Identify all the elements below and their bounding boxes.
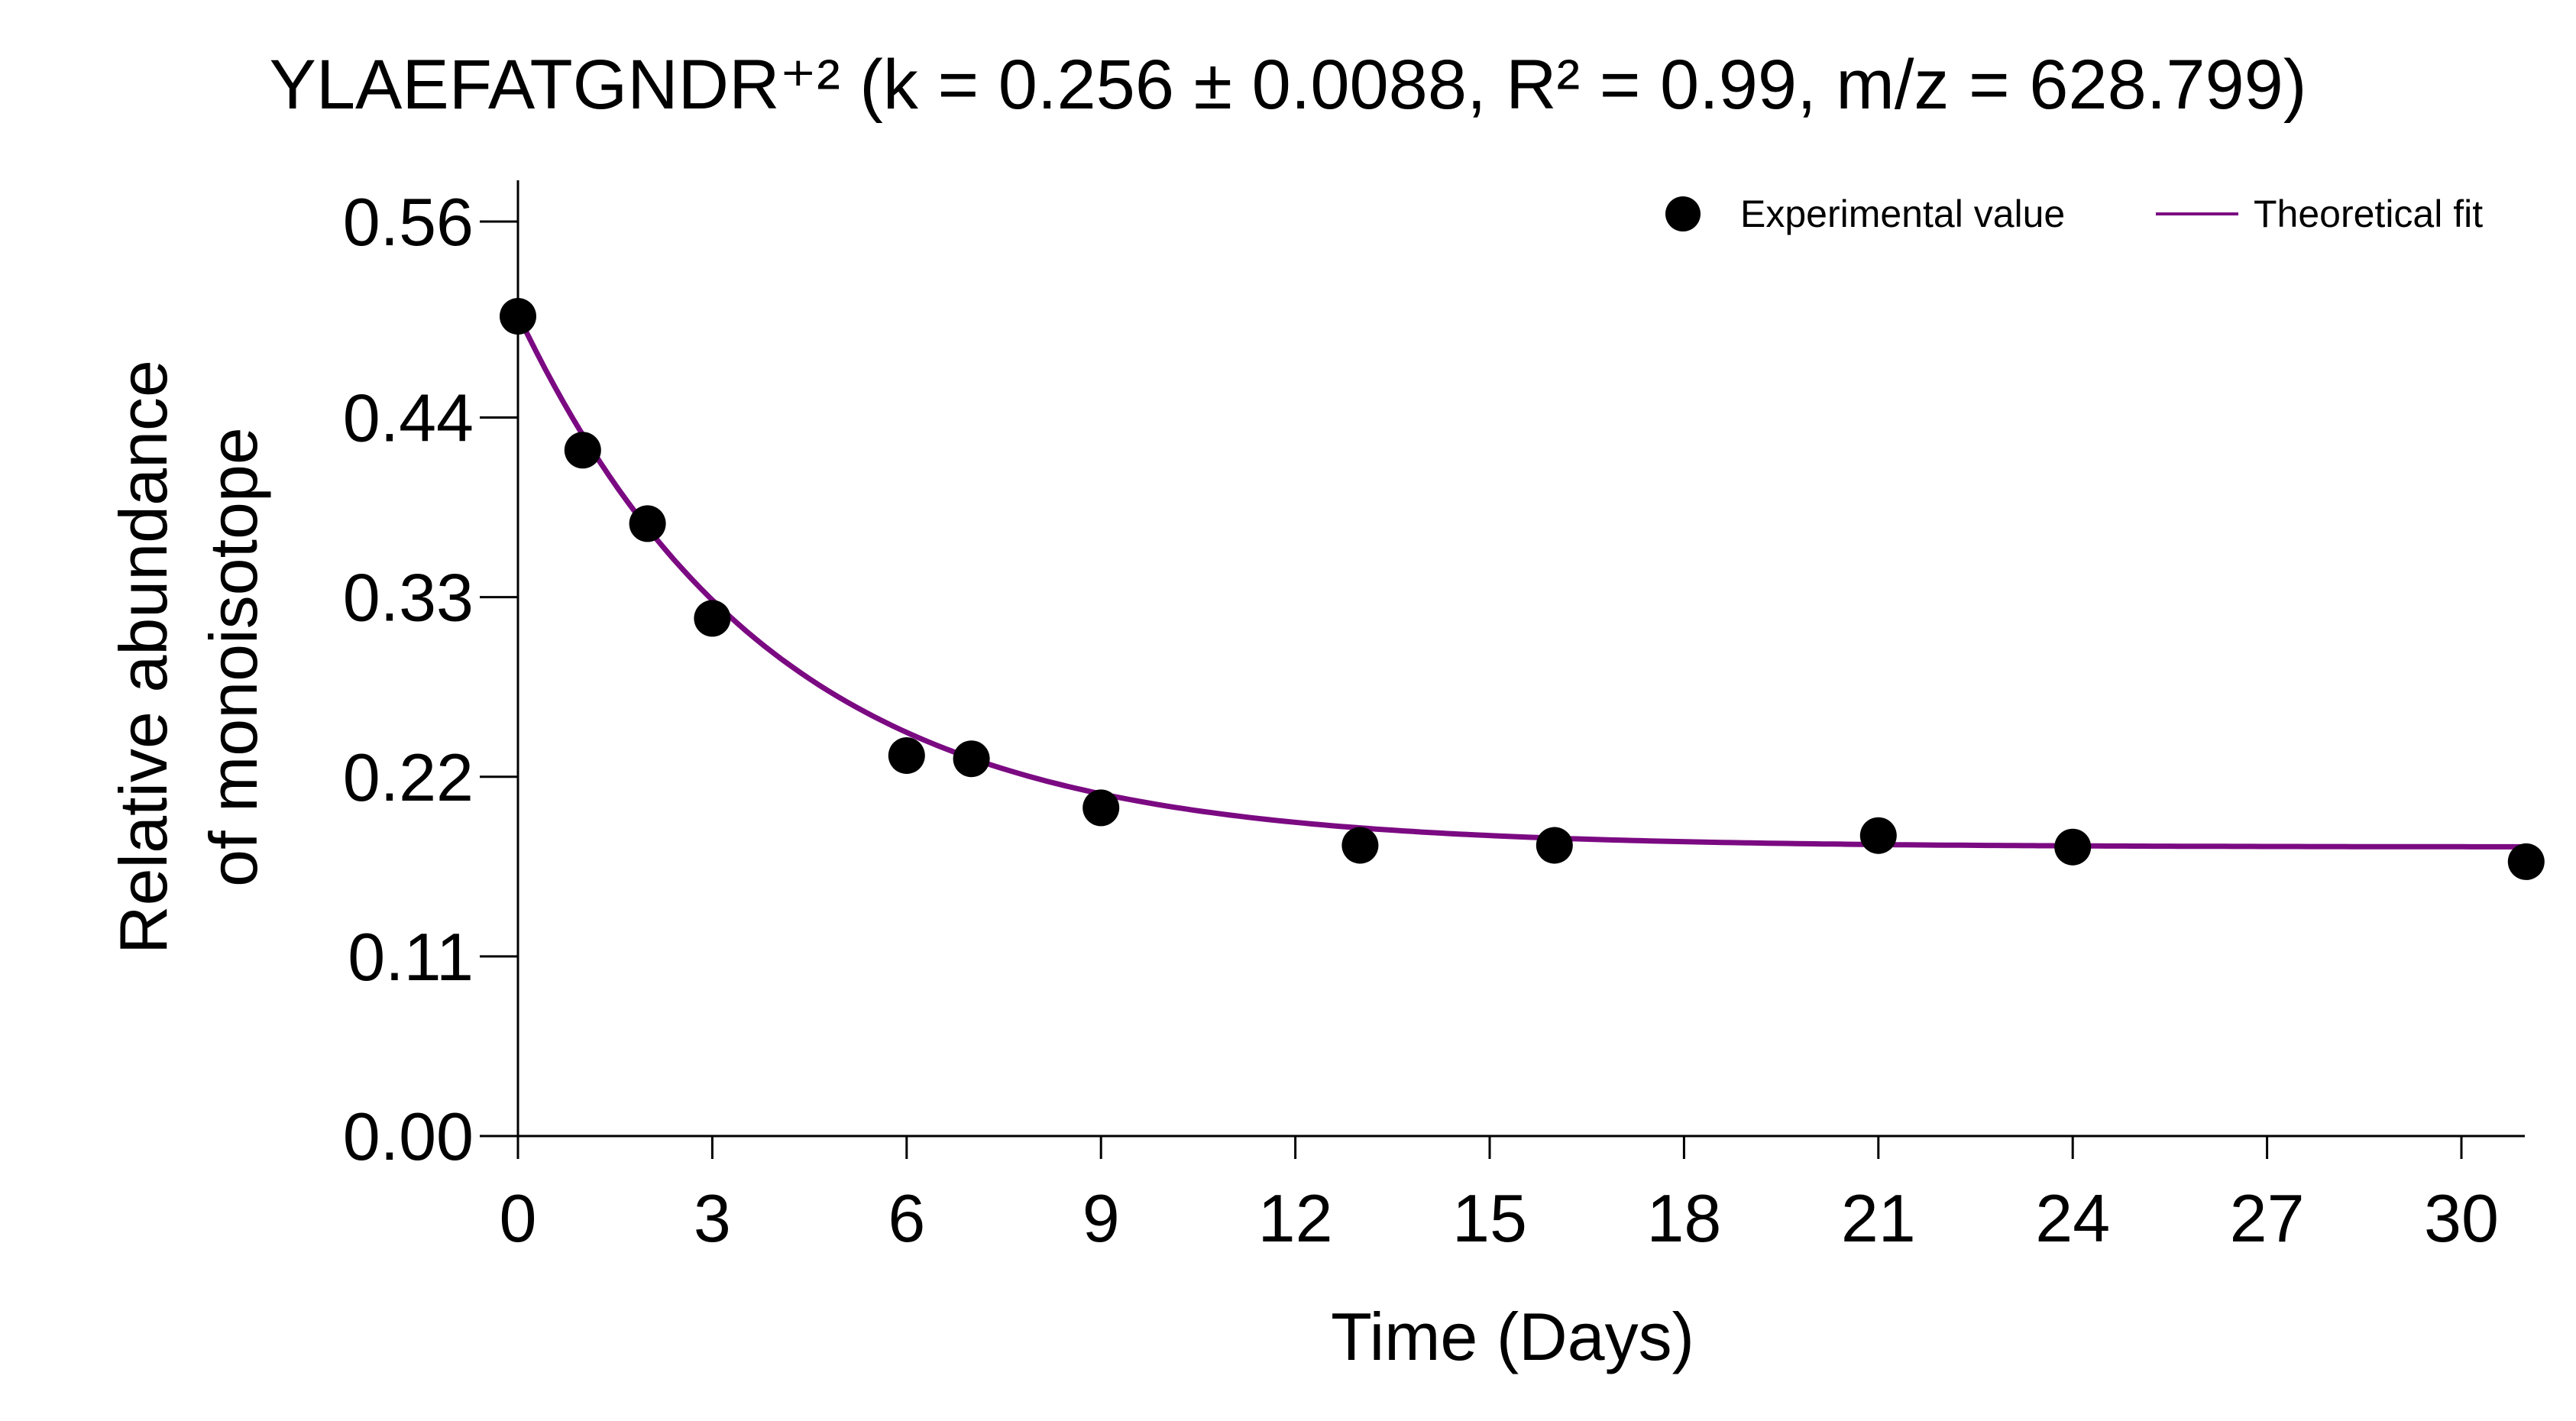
x-tick-label: 18 (1646, 1180, 1721, 1256)
series-line-theoretical-fit (515, 313, 2526, 850)
x-tick-label: 12 (1258, 1180, 1333, 1256)
data-point (2507, 843, 2545, 880)
data-point (564, 432, 601, 469)
x-tick-label: 3 (694, 1180, 731, 1256)
data-point (888, 737, 925, 774)
y-tick-label: 0.22 (343, 740, 474, 815)
x-tick-label: 0 (500, 1180, 537, 1256)
fit-layer (515, 313, 2526, 850)
x-tick-label: 9 (1083, 1180, 1120, 1256)
x-axis-label: Time (Days) (1331, 1299, 1694, 1374)
y-tick-label: 0.44 (343, 380, 474, 456)
data-point (2054, 828, 2092, 866)
y-tick-label: 0.00 (343, 1099, 474, 1174)
legend-label-experimental: Experimental value (1740, 193, 2065, 235)
data-point (500, 298, 536, 335)
x-tick-label: 27 (2230, 1180, 2305, 1256)
points-layer (500, 298, 2545, 880)
data-point (1859, 817, 1897, 854)
x-tick-label: 24 (2035, 1180, 2110, 1256)
data-point (694, 600, 731, 637)
data-point (1341, 827, 1379, 864)
x-tick-label: 21 (1841, 1180, 1916, 1256)
x-tick-label: 30 (2424, 1180, 2499, 1256)
x-tick-label: 15 (1452, 1180, 1527, 1256)
data-point (1083, 789, 1120, 827)
data-point (629, 505, 666, 542)
x-ticks: 0 3 6 9 12 15 18 21 24 27 30 (500, 1136, 2499, 1256)
y-ticks: 0.00 0.11 0.22 0.33 0.44 0.56 (343, 184, 518, 1174)
x-tick-label: 6 (888, 1180, 925, 1256)
data-point (953, 740, 990, 778)
legend: Experimental value Theoretical fit (1665, 193, 2483, 235)
chart-title: YLAEFATGNDR⁺² (k = 0.256 ± 0.0088, R² = … (270, 46, 2307, 124)
y-axis-label-line-1: Relative abundance (105, 360, 181, 954)
y-tick-label: 0.33 (343, 560, 474, 636)
data-point (1536, 827, 1573, 864)
legend-label-theoretical: Theoretical fit (2254, 193, 2483, 235)
y-axis-label-line-2: of monoisotope (196, 427, 271, 887)
y-tick-label: 0.11 (348, 919, 474, 995)
legend-marker-experimental (1665, 196, 1701, 231)
y-tick-label: 0.56 (343, 184, 474, 260)
